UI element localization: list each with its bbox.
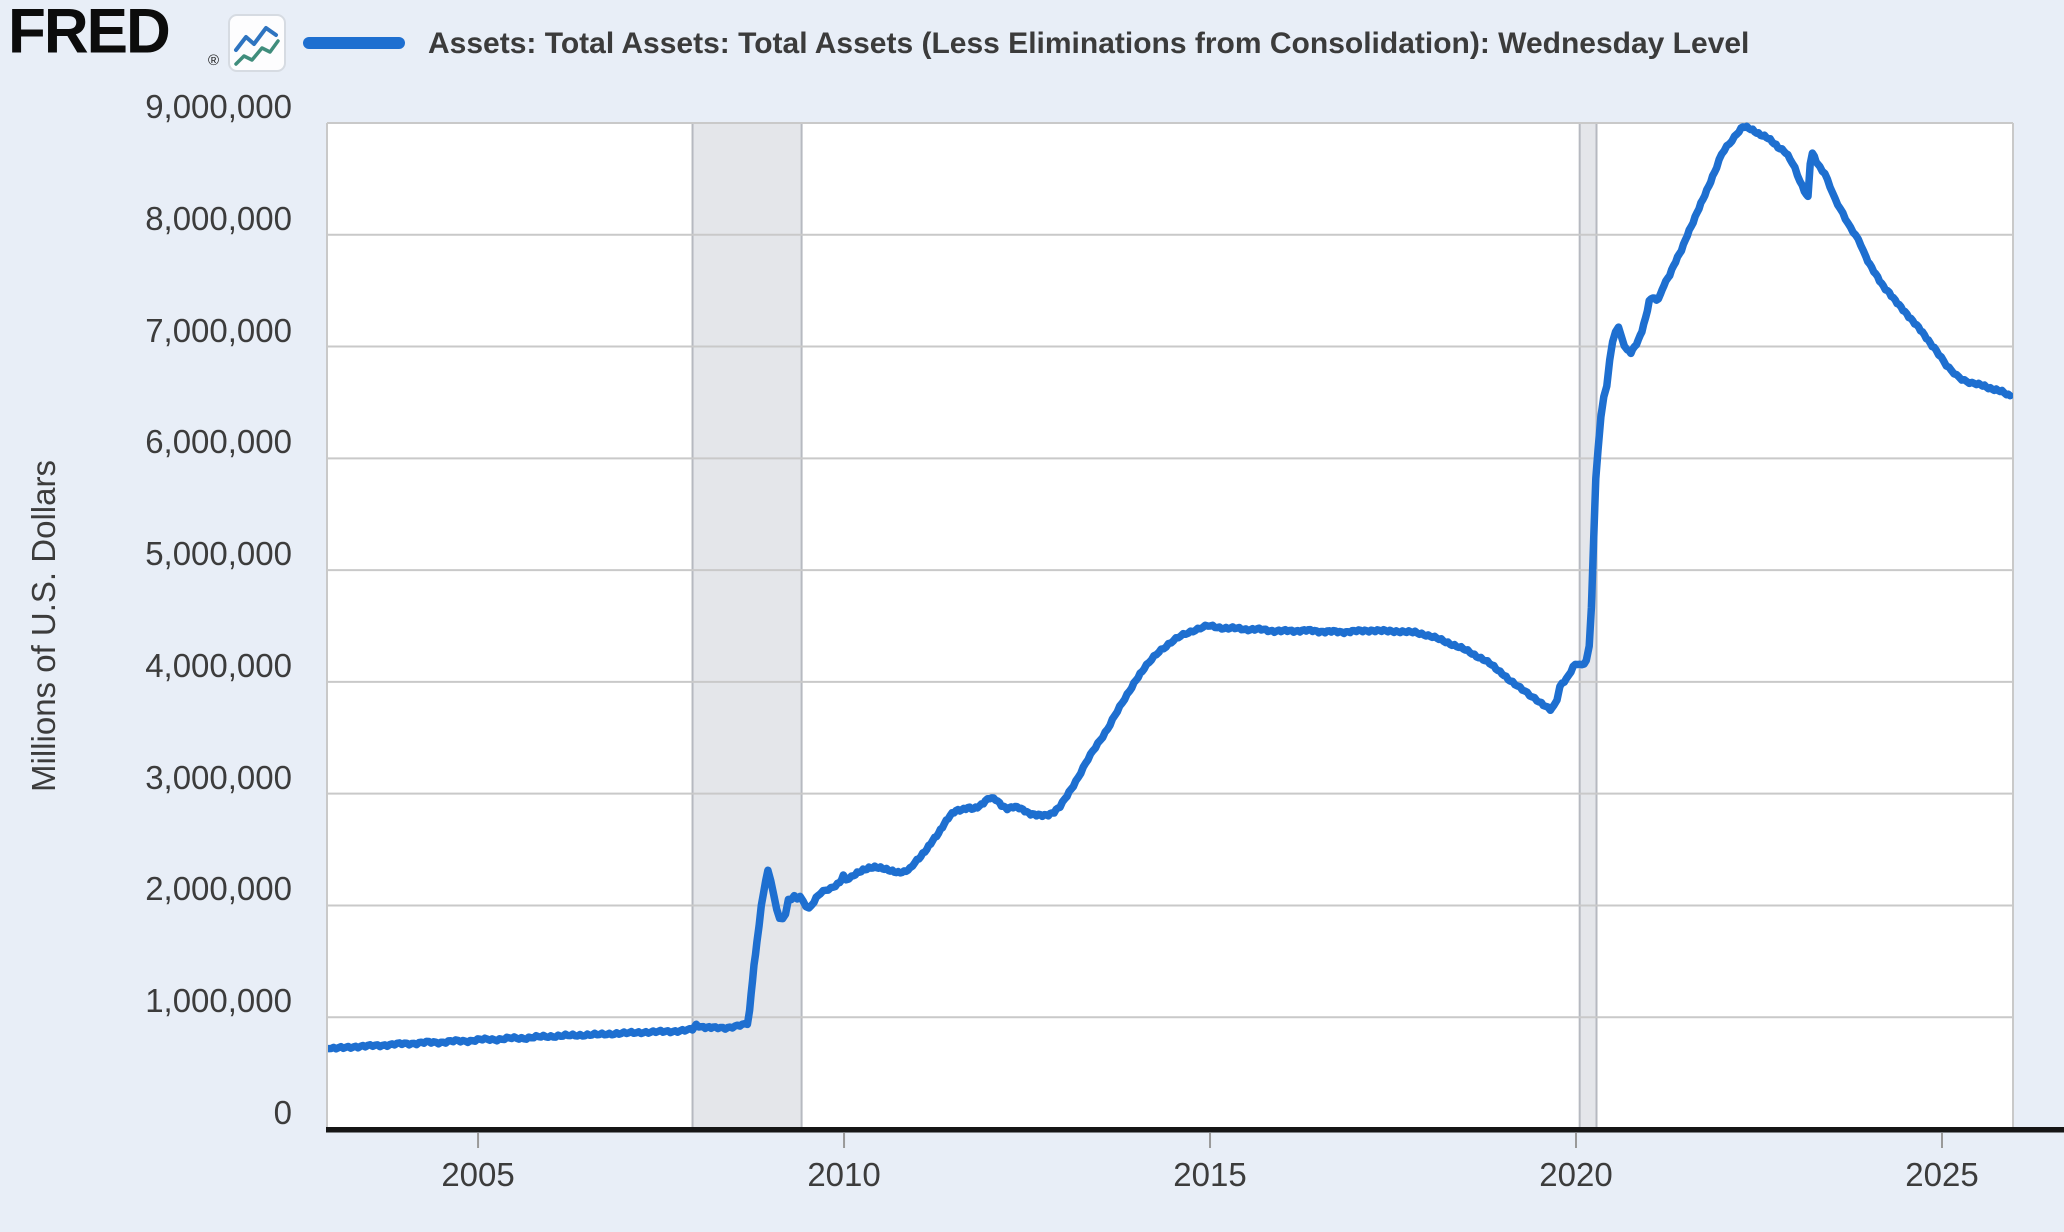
sparkline-icon-graphic [234,26,280,66]
series-title: Assets: Total Assets: Total Assets (Less… [428,27,1750,60]
y-tick-label: 1,000,000 [145,982,292,1020]
y-tick-label: 3,000,000 [145,758,292,796]
y-tick-label: 5,000,000 [145,535,292,573]
fred-sparkline-icon[interactable] [228,14,286,72]
x-tick-label: 2020 [1539,1156,1613,1193]
y-tick-label: 6,000,000 [145,423,292,461]
x-tick-label: 2010 [807,1156,881,1193]
fred-logo-registered-mark: ® [208,52,220,69]
fred-logo[interactable]: FRED [8,0,171,67]
x-axis-line [326,1127,2064,1133]
y-tick-label: 8,000,000 [145,199,292,237]
legend-line-swatch [303,37,405,49]
y-tick-label: 0 [273,1094,292,1131]
plot-background [328,123,2013,1129]
recession-band [692,123,802,1129]
series-line[interactable] [328,122,2013,1053]
x-tick-label: 2015 [1173,1156,1247,1193]
y-tick-label: 4,000,000 [145,646,292,684]
y-tick-label: 9,000,000 [145,88,292,125]
x-tick-label: 2025 [1905,1156,1979,1193]
y-tick-label: 2,000,000 [145,870,292,908]
y-tick-label: 7,000,000 [145,311,292,349]
x-tick-label: 2005 [441,1156,515,1193]
